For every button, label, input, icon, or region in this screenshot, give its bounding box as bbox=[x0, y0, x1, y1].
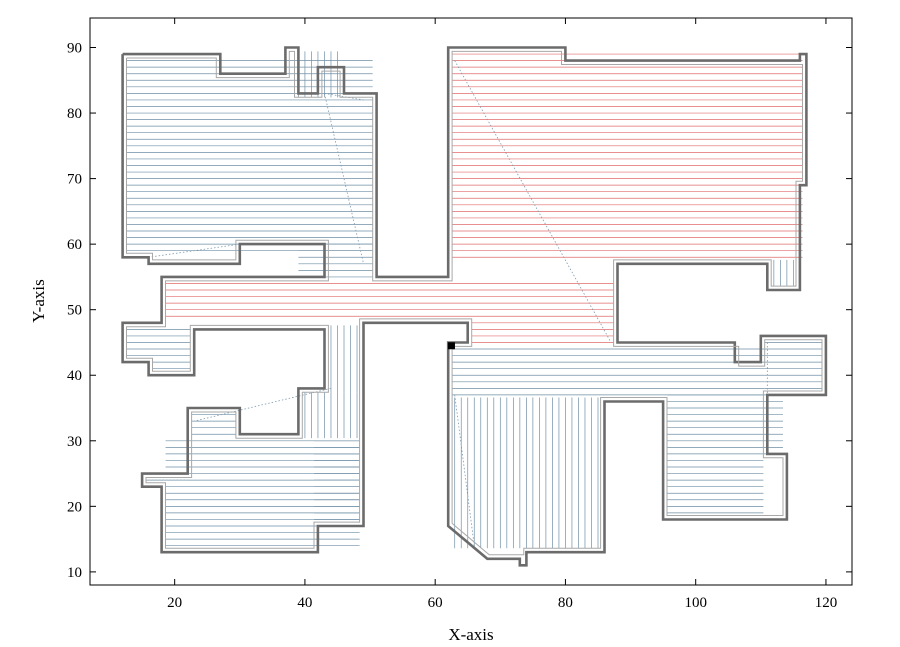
y-tick-label: 40 bbox=[67, 368, 82, 384]
y-tick-label: 10 bbox=[67, 565, 82, 581]
y-tick-label: 70 bbox=[67, 172, 82, 188]
hatch-region-11 bbox=[152, 361, 191, 370]
hatch-region-3 bbox=[452, 53, 803, 258]
x-axis-label: X-axis bbox=[448, 625, 493, 644]
x-tick-label: 120 bbox=[815, 595, 838, 611]
x-tick-label: 100 bbox=[684, 595, 707, 611]
inner-offset-boundary bbox=[126, 50, 823, 556]
transit-path bbox=[454, 60, 612, 343]
hatch-region-7 bbox=[667, 394, 764, 514]
hatch-region-13 bbox=[191, 414, 236, 435]
transit-path bbox=[324, 93, 364, 264]
y-axis-label: Y-axis bbox=[29, 279, 48, 322]
hatch-region-16 bbox=[304, 392, 358, 439]
y-tick-label: 90 bbox=[67, 40, 82, 56]
transit-path bbox=[454, 394, 475, 546]
transit-paths bbox=[148, 60, 768, 546]
y-tick-label: 80 bbox=[67, 106, 82, 122]
x-tick-label: 60 bbox=[428, 595, 443, 611]
hatch-region-15 bbox=[314, 440, 360, 520]
hatch-region-18 bbox=[454, 397, 599, 549]
hatch-region-1 bbox=[126, 60, 373, 252]
y-tick-label: 30 bbox=[67, 434, 82, 450]
hatch-region-2 bbox=[298, 243, 373, 278]
transit-path bbox=[194, 387, 332, 422]
transit-path bbox=[148, 243, 240, 258]
x-tick-label: 20 bbox=[167, 595, 182, 611]
y-tick-label: 20 bbox=[67, 499, 82, 515]
hatch-region-6 bbox=[452, 348, 765, 396]
hatch-region-17 bbox=[330, 325, 358, 393]
hatch-region-4 bbox=[165, 283, 614, 317]
axis-ticks: 20 40 60 80 100 120 10 20 30 40 50 60 70 80 90 bbox=[67, 18, 852, 611]
x-tick-label: 80 bbox=[558, 595, 573, 611]
start-marker bbox=[447, 342, 455, 350]
x-tick-label: 40 bbox=[297, 595, 312, 611]
hatch-region-19 bbox=[773, 259, 794, 287]
plot-frame bbox=[89, 17, 853, 586]
coverage-hatching bbox=[126, 51, 823, 549]
y-tick-label: 60 bbox=[67, 237, 82, 253]
hatch-region-10 bbox=[126, 329, 191, 356]
polygon-layer bbox=[121, 46, 828, 567]
hatch-region-8 bbox=[764, 342, 823, 389]
workspace-boundary bbox=[121, 46, 828, 567]
hatch-region-5 bbox=[471, 322, 614, 343]
y-tick-label: 50 bbox=[67, 303, 82, 319]
